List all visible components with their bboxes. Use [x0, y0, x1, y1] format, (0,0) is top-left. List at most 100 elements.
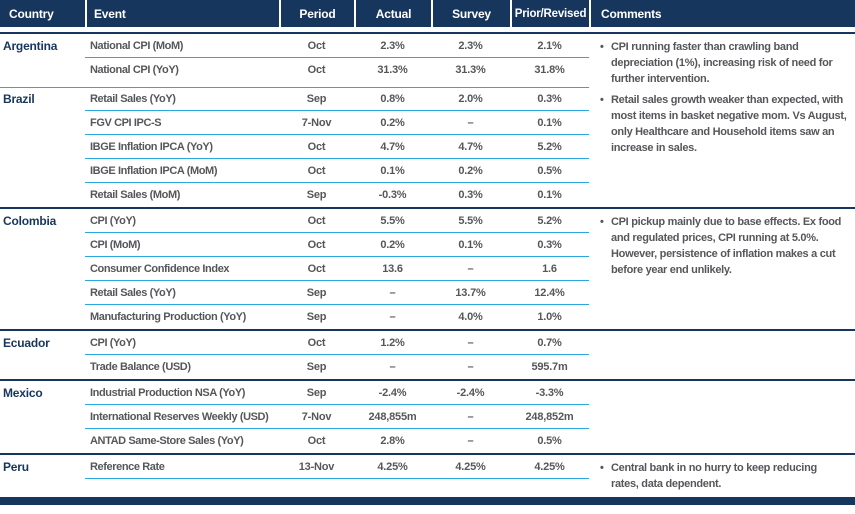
cell-event: CPI (YoY) — [90, 336, 136, 349]
cell-survey: 0.1% — [458, 238, 483, 251]
cell-event: FGV CPI IPC-S — [90, 116, 162, 129]
cell-event: IBGE Inflation IPCA (MoM) — [90, 164, 218, 177]
cell-period: Sep — [306, 361, 327, 373]
cell-event: Trade Balance (USD) — [90, 361, 191, 373]
cell-actual: 4.25% — [377, 460, 408, 473]
cell-prior: 0.5% — [537, 435, 562, 447]
cell-survey: – — [467, 435, 474, 447]
cell-actual: -2.4% — [378, 386, 407, 399]
country-name: Brazil — [3, 92, 35, 106]
cell-prior: 0.7% — [537, 336, 562, 349]
cell-prior: 5.2% — [537, 140, 562, 153]
table-row: Industrial Production NSA (YoY) Sep -2.4% -… — [85, 381, 589, 405]
comment-cell — [589, 381, 855, 453]
cell-event: Reference Rate — [90, 460, 165, 473]
cell-event: ANTAD Same-Store Sales (YoY) — [90, 435, 244, 447]
cell-actual: 5.5% — [380, 214, 405, 227]
cell-event: National CPI (YoY) — [90, 64, 179, 76]
cell-survey: 2.0% — [458, 92, 483, 105]
comment-cell: • CPI running faster than crawling band d… — [589, 34, 855, 87]
cell-period: Sep — [306, 92, 327, 105]
cell-survey: 0.2% — [458, 164, 483, 177]
country-block-mexico: Mexico Industrial Production NSA (YoY) Sep… — [0, 381, 855, 455]
header-rule — [0, 32, 855, 34]
bullet-icon: • — [600, 94, 604, 106]
country-name: Argentina — [3, 39, 58, 53]
column-header-actual: Actual — [354, 0, 431, 27]
cell-survey: 4.25% — [455, 460, 486, 473]
cell-survey: 4.0% — [458, 311, 483, 323]
cell-actual: 2.3% — [380, 39, 405, 52]
table-row: ANTAD Same-Store Sales (YoY) Oct 2.8% – 0.5% — [85, 429, 589, 453]
column-header-event: Event — [85, 0, 279, 27]
cell-prior: 0.1% — [537, 189, 562, 201]
table-row: IBGE Inflation IPCA (MoM) Oct 0.1% 0.2% 0.5% — [85, 159, 589, 183]
cell-survey: 31.3% — [455, 64, 486, 76]
cell-period: Oct — [307, 435, 326, 447]
cell-period: Sep — [306, 311, 327, 323]
cell-event: Retail Sales (MoM) — [90, 189, 180, 201]
comment-text: Central bank in no hurry to keep reducin… — [611, 462, 817, 490]
table-row: IBGE Inflation IPCA (YoY) Oct 4.7% 4.7% 5.2% — [85, 135, 589, 159]
cell-period: Oct — [307, 164, 326, 177]
cell-prior: 31.8% — [534, 64, 565, 76]
cell-actual: 0.1% — [380, 164, 405, 177]
table-row: Manufacturing Production (YoY) Sep – 4.0% 1.… — [85, 305, 589, 329]
cell-survey: 5.5% — [458, 214, 483, 227]
cell-actual: – — [389, 361, 396, 373]
country-block-argentina: Argentina National CPI (MoM) Oct 2.3% 2.3% 2.… — [0, 34, 855, 88]
cell-period: Sep — [306, 286, 327, 299]
cell-survey: 2.3% — [458, 39, 483, 52]
cell-prior: 0.3% — [537, 92, 562, 105]
country-name: Ecuador — [3, 336, 50, 350]
comment-cell: • CPI pickup mainly due to base effects. … — [589, 209, 855, 329]
country-name: Mexico — [3, 386, 43, 400]
table-row: Consumer Confidence Index Oct 13.6 – 1.6 — [85, 257, 589, 281]
cell-event: CPI (MoM) — [90, 238, 141, 251]
column-header-prior: Prior/Revised — [510, 0, 589, 27]
cell-survey: – — [467, 262, 474, 275]
cell-survey: – — [467, 410, 474, 423]
cell-prior: 0.5% — [537, 164, 562, 177]
cell-actual: 13.6 — [382, 262, 403, 275]
column-header-period: Period — [279, 0, 354, 27]
table-row: National CPI (MoM) Oct 2.3% 2.3% 2.1% — [85, 34, 589, 58]
cell-event: Industrial Production NSA (YoY) — [90, 386, 246, 399]
cell-period: 7-Nov — [301, 410, 332, 423]
cell-actual: 0.8% — [380, 92, 405, 105]
bottom-bar — [0, 497, 855, 505]
cell-event: IBGE Inflation IPCA (YoY) — [90, 140, 213, 153]
comment-cell: • Retail sales growth weaker than expecte… — [589, 87, 855, 207]
cell-event: Consumer Confidence Index — [90, 262, 230, 275]
cell-prior: 1.0% — [537, 311, 562, 323]
cell-actual: -0.3% — [378, 189, 407, 201]
cell-survey: 4.7% — [458, 140, 483, 153]
country-block-peru: Peru Reference Rate 13-Nov 4.25% 4.25% 4.25% •… — [0, 455, 855, 492]
bullet-icon: • — [600, 462, 604, 474]
cell-period: Oct — [307, 64, 326, 76]
cell-actual: 248,855m — [368, 410, 417, 423]
column-header-comments: Comments — [589, 0, 855, 27]
cell-period: 13-Nov — [298, 460, 335, 473]
cell-survey: – — [467, 116, 474, 129]
comment-cell: • Central bank in no hurry to keep reduci… — [589, 455, 855, 492]
cell-prior: 248,852m — [525, 410, 574, 423]
table-row: CPI (YoY) Oct 5.5% 5.5% 5.2% — [85, 209, 589, 233]
cell-survey: 13.7% — [455, 286, 486, 299]
cell-actual: 31.3% — [377, 64, 408, 76]
comment-text: CPI running faster than crawling band de… — [611, 41, 833, 85]
cell-period: Oct — [307, 238, 326, 251]
table-row: Retail Sales (YoY) Sep – 13.7% 12.4% — [85, 281, 589, 305]
cell-period: Sep — [306, 386, 327, 399]
cell-actual: 0.2% — [380, 116, 405, 129]
cell-prior: 0.3% — [537, 238, 562, 251]
cell-actual: – — [389, 311, 396, 323]
cell-period: Oct — [307, 262, 326, 275]
cell-event: Manufacturing Production (YoY) — [90, 311, 246, 323]
cell-prior: 4.25% — [534, 460, 565, 473]
cell-actual: 1.2% — [380, 336, 405, 349]
cell-survey: -2.4% — [456, 386, 485, 399]
cell-prior: 5.2% — [537, 214, 562, 227]
country-name: Peru — [3, 460, 29, 474]
